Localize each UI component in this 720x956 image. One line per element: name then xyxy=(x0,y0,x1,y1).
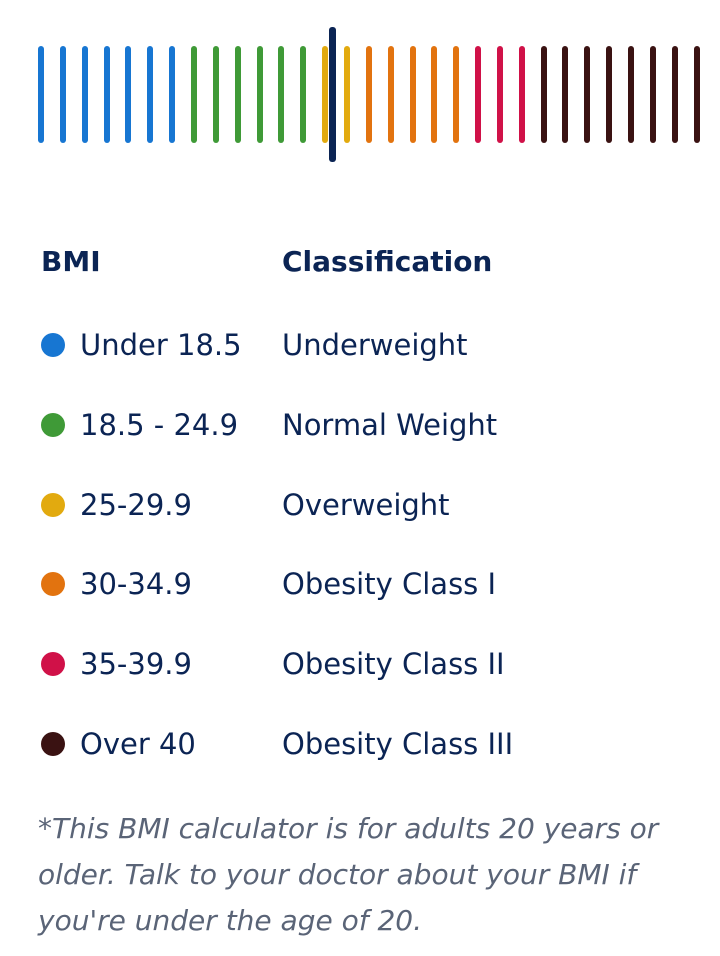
scale-tick xyxy=(387,46,394,143)
scale-tick xyxy=(256,46,263,143)
bmi-range: 18.5 - 24.9 xyxy=(80,408,239,442)
obesity-class-1-color-dot xyxy=(41,572,65,596)
bmi-marker xyxy=(329,27,336,162)
scale-tick xyxy=(562,46,569,143)
bmi-range: 35-39.9 xyxy=(80,647,192,681)
bmi-range: Over 40 xyxy=(80,727,196,761)
table-row: 35-39.9 Obesity Class II xyxy=(0,644,720,684)
obesity-class-2-color-dot xyxy=(41,652,65,676)
normal-weight-color-dot xyxy=(41,413,65,437)
bmi-range: 30-34.9 xyxy=(80,567,192,601)
scale-tick xyxy=(343,46,350,143)
scale-tick xyxy=(59,46,66,143)
scale-tick xyxy=(125,46,132,143)
scale-tick xyxy=(540,46,547,143)
scale-tick xyxy=(693,46,700,143)
scale-tick xyxy=(453,46,460,143)
classification-label: Overweight xyxy=(282,488,450,522)
scale-tick xyxy=(147,46,154,143)
classification-label: Normal Weight xyxy=(282,408,498,442)
scale-tick xyxy=(606,46,613,143)
scale-tick xyxy=(212,46,219,143)
classification-label: Obesity Class II xyxy=(282,647,505,681)
table-row: Under 18.5 Underweight xyxy=(0,325,720,365)
table-row: 18.5 - 24.9 Normal Weight xyxy=(0,405,720,445)
scale-tick xyxy=(409,46,416,143)
bmi-range: Under 18.5 xyxy=(80,328,242,362)
scale-tick xyxy=(300,46,307,143)
scale-tick xyxy=(81,46,88,143)
scale-tick xyxy=(169,46,176,143)
scale-tick xyxy=(584,46,591,143)
table-row: 30-34.9 Obesity Class I xyxy=(0,564,720,604)
obesity-class-3-color-dot xyxy=(41,732,65,756)
scale-tick xyxy=(38,46,44,143)
classification-label: Underweight xyxy=(282,328,468,362)
table-row: 25-29.9 Overweight xyxy=(0,485,720,525)
scale-tick xyxy=(496,46,503,143)
scale-tick xyxy=(671,46,678,143)
overweight-color-dot xyxy=(41,493,65,517)
age-disclaimer-note: *This BMI calculator is for adults 20 ye… xyxy=(38,812,659,937)
bmi-column-header: BMI xyxy=(41,245,101,278)
scale-tick xyxy=(475,46,481,143)
classification-label: Obesity Class III xyxy=(282,727,514,761)
scale-tick xyxy=(365,46,372,143)
scale-tick xyxy=(322,46,329,143)
scale-tick xyxy=(234,46,241,143)
bmi-scale xyxy=(0,0,720,180)
scale-tick xyxy=(431,46,438,143)
underweight-color-dot xyxy=(41,333,65,357)
bmi-range: 25-29.9 xyxy=(80,488,192,522)
scale-tick xyxy=(649,46,656,143)
scale-tick xyxy=(103,46,110,143)
scale-tick xyxy=(628,46,634,143)
scale-tick xyxy=(191,46,197,143)
table-row: Over 40 Obesity Class III xyxy=(0,724,720,764)
classification-column-header: Classification xyxy=(282,245,493,278)
classification-label: Obesity Class I xyxy=(282,567,497,601)
scale-tick xyxy=(278,46,285,143)
scale-tick xyxy=(518,46,525,143)
